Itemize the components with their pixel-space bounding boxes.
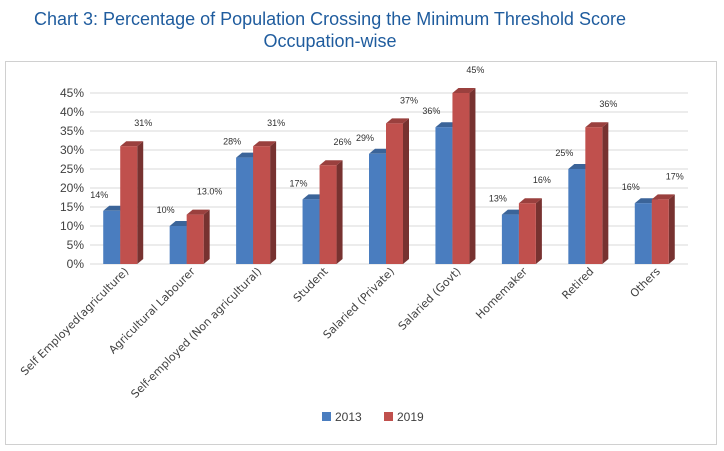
y-tick-label: 45% (60, 86, 84, 100)
bar-2019 (518, 203, 536, 264)
x-tick-label: Salaried (Govt) (396, 265, 464, 333)
bar-2013 (634, 203, 652, 264)
x-tick-label: Homemaker (473, 265, 530, 322)
y-tick-label: 35% (60, 124, 84, 138)
data-label: 25% (555, 148, 573, 158)
bar-side (270, 141, 277, 264)
bar-2013 (369, 153, 386, 264)
data-label: 29% (356, 133, 374, 143)
x-tick-label: Self-employed (Non agricultural) (128, 265, 264, 401)
bar-2013 (568, 169, 586, 264)
y-tick-label: 15% (60, 200, 84, 214)
bar-side (137, 141, 144, 264)
bar-side (469, 88, 476, 264)
legend-swatch-2013 (322, 412, 331, 421)
bar-2013 (169, 226, 187, 264)
data-label: 36% (422, 106, 440, 116)
y-tick-label: 25% (60, 162, 84, 176)
bar-2019 (452, 93, 470, 264)
data-label: 31% (267, 118, 285, 128)
x-tick-label: Student (291, 264, 331, 304)
data-label: 13.0% (197, 187, 223, 197)
data-label: 45% (466, 65, 484, 75)
data-label: 14% (90, 190, 108, 200)
bar-2019 (186, 214, 204, 264)
bar-top (253, 141, 277, 147)
bar-top (651, 194, 675, 200)
bar-side (336, 160, 343, 264)
legend-swatch-2019 (384, 412, 393, 421)
data-label: 10% (157, 205, 175, 215)
bar-top (386, 118, 409, 124)
data-label: 37% (400, 95, 418, 105)
bar-2013 (501, 214, 519, 264)
x-tick-label: Retired (559, 265, 596, 302)
x-tick-label: Others (628, 265, 664, 301)
y-tick-label: 5% (67, 238, 85, 252)
bar-2019 (319, 165, 337, 264)
data-label: 26% (334, 137, 352, 147)
legend-label: 2013 (335, 410, 362, 424)
bar-2019 (386, 123, 403, 265)
bar-top (186, 209, 210, 215)
data-label: 28% (223, 137, 241, 147)
bar-side (403, 118, 409, 265)
bar-2019 (651, 199, 669, 264)
bar-2019 (120, 146, 138, 264)
bar-2019 (585, 127, 603, 264)
x-tick-label: Self Employed(agriculture) (18, 265, 131, 378)
bar-top (585, 122, 609, 128)
x-tick-label: Salaried (Private) (321, 265, 398, 342)
y-tick-label: 40% (60, 105, 84, 119)
data-label: 31% (134, 118, 152, 128)
y-tick-label: 0% (67, 257, 85, 271)
y-tick-label: 10% (60, 219, 84, 233)
bar-2013 (302, 199, 320, 264)
bar-2013 (236, 157, 254, 264)
bar-top (518, 198, 542, 204)
bar-side (535, 198, 542, 264)
chart-title-line1: Chart 3: Percentage of Population Crossi… (34, 9, 626, 29)
bar-top (452, 88, 476, 93)
bar-top (319, 160, 343, 166)
data-label: 16% (622, 182, 640, 192)
bar-side (668, 194, 675, 264)
data-label: 36% (599, 99, 617, 109)
data-label: 16% (533, 175, 551, 185)
y-tick-label: 30% (60, 143, 84, 157)
bar-side (203, 209, 210, 264)
y-tick-label: 20% (60, 181, 84, 195)
data-label: 13% (489, 194, 507, 204)
bar-2013 (435, 127, 453, 264)
data-label: 17% (666, 171, 684, 181)
data-label: 17% (290, 178, 308, 188)
bar-side (602, 122, 609, 264)
legend-label: 2019 (397, 410, 424, 424)
chart-title: Chart 3: Percentage of Population Crossi… (0, 8, 660, 52)
bar-top (120, 141, 144, 147)
chart-title-line2: Occupation-wise (263, 31, 397, 51)
bar-2013 (103, 210, 121, 264)
bar-2019 (253, 146, 271, 264)
chart-frame (5, 61, 717, 445)
